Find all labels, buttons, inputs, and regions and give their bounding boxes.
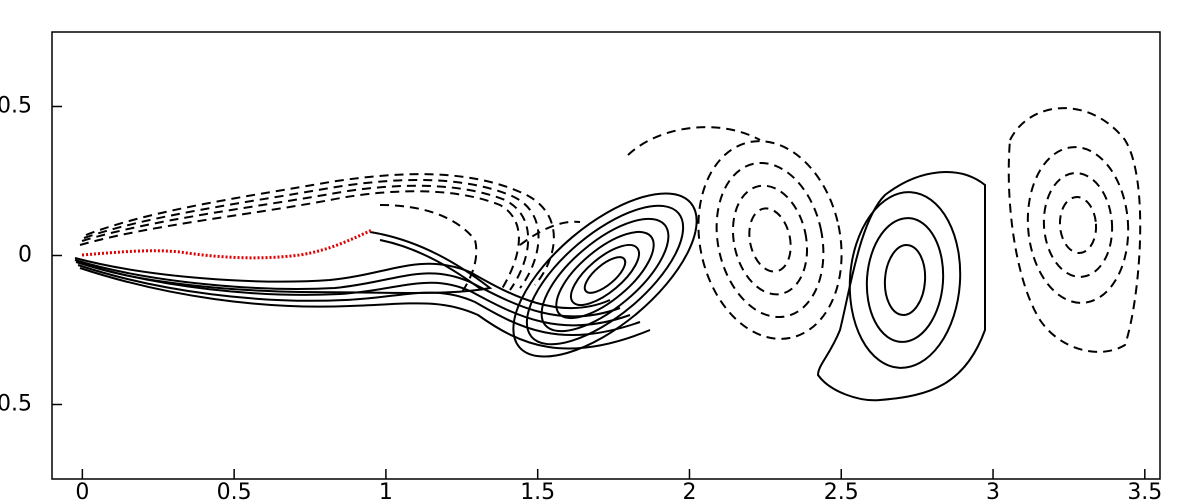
contour-line [83,179,540,289]
contour-line [731,184,809,296]
x-tick-label: 3 [986,480,1000,502]
contour-line [697,140,843,340]
contour-line [79,190,520,293]
contour-line [748,207,792,273]
contour-line [583,256,627,294]
contour-line [79,267,651,350]
contour-line [75,261,631,327]
contour-line [77,231,493,294]
contours [74,107,1142,402]
contour-line [883,244,927,316]
x-tick-label: 0 [75,480,89,502]
contour-line [570,244,640,306]
x-tick-label: 2.5 [824,480,859,502]
contour-line [865,217,945,343]
contour-line [1026,146,1130,304]
contour-line [816,171,986,402]
y-tick-label: 0 [18,243,32,268]
contour-line [379,204,478,293]
y-tick-label: -0.5 [0,392,32,417]
contour-line [555,230,655,320]
x-tick-label: 0.5 [217,480,252,502]
contour-line [74,257,611,310]
x-tick-label: 1 [379,480,393,502]
contour-line [512,192,698,358]
contour-line [540,217,670,333]
contour-line [74,259,621,318]
contour-line [85,173,555,286]
x-tick-label: 3.5 [1127,480,1162,502]
contour-line [81,184,530,291]
contour-line [77,264,641,336]
y-tick-label: 0.5 [0,94,32,119]
x-tick-label: 2 [682,480,696,502]
plate-centerline [81,228,373,260]
contour-line [525,204,685,346]
contour-line [519,220,581,246]
contour-line [1042,172,1114,278]
contour-line [848,191,962,369]
contour-line [379,239,483,291]
contour-line [627,126,761,156]
contour-line [1058,196,1098,254]
contour-line [715,161,825,319]
contour-line [1007,107,1142,353]
x-tick-label: 1.5 [520,480,555,502]
